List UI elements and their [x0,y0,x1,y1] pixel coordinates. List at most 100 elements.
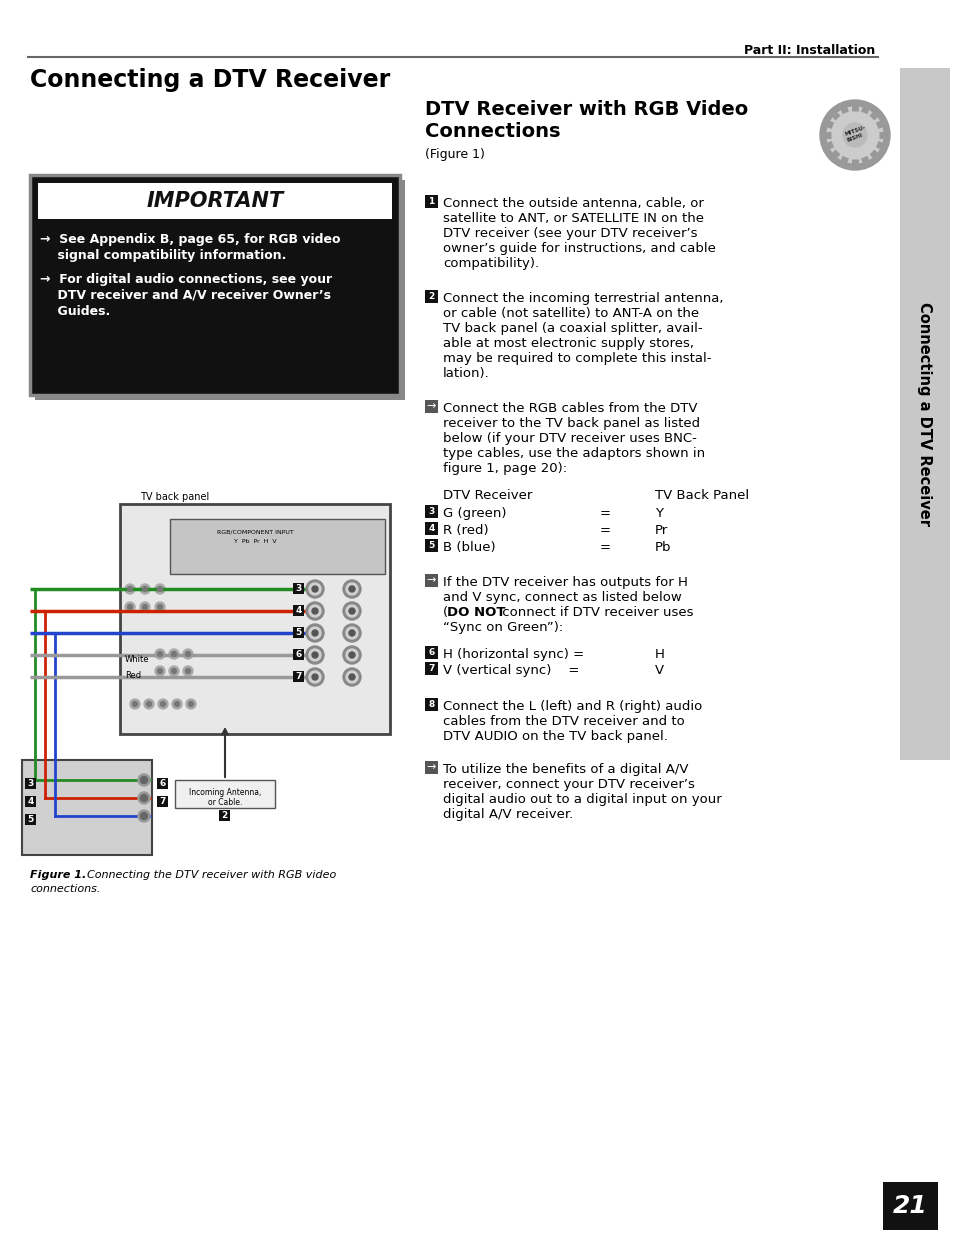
Text: 21: 21 [892,1194,926,1218]
Text: 5: 5 [295,629,301,637]
Text: DTV Receiver with RGB Video: DTV Receiver with RGB Video [424,100,747,119]
Circle shape [820,100,889,170]
Text: 1: 1 [428,198,435,206]
Circle shape [174,701,179,706]
Text: able at most electronic supply stores,: able at most electronic supply stores, [442,337,693,350]
Bar [424,290,437,303]
Text: Connect the outside antenna, cable, or: Connect the outside antenna, cable, or [442,198,703,210]
Circle shape [183,650,193,659]
Text: Connecting the DTV receiver with RGB video: Connecting the DTV receiver with RGB vid… [80,869,335,881]
Text: 4: 4 [28,797,33,806]
Circle shape [157,587,162,592]
Circle shape [140,777,148,783]
Text: 3: 3 [28,779,33,788]
Text: BISHI: BISHI [845,133,862,143]
Bar [424,761,437,774]
Text: 3: 3 [428,508,435,516]
Circle shape [140,584,150,594]
Circle shape [349,652,355,658]
Text: Connections: Connections [424,122,560,141]
Text: type cables, use the adaptors shown in: type cables, use the adaptors shown in [442,447,704,459]
Bar [219,810,230,821]
Bar [293,671,304,682]
Text: H (horizontal sync) =: H (horizontal sync) = [442,648,583,661]
Text: 5: 5 [428,541,435,550]
Circle shape [343,601,360,620]
Circle shape [142,587,148,592]
Text: cables from the DTV receiver and to: cables from the DTV receiver and to [442,715,684,727]
Circle shape [172,668,176,673]
Circle shape [842,124,866,147]
Circle shape [343,580,360,598]
Text: lation).: lation). [442,367,489,380]
Text: B (blue): B (blue) [442,541,496,555]
Text: below (if your DTV receiver uses BNC-: below (if your DTV receiver uses BNC- [442,432,696,445]
Text: Connect the RGB cables from the DTV: Connect the RGB cables from the DTV [442,403,697,415]
Text: Y  Pb  Pr  H  V: Y Pb Pr H V [233,538,276,543]
Text: connect if DTV receiver uses: connect if DTV receiver uses [497,606,693,619]
Circle shape [306,646,324,664]
Text: or Cable.: or Cable. [208,798,242,806]
Bar [424,538,437,552]
Text: 2: 2 [221,811,228,820]
Bar [424,505,437,517]
Circle shape [343,624,360,642]
Text: connections.: connections. [30,884,100,894]
Bar [157,797,168,806]
Bar [170,519,385,574]
Circle shape [309,650,320,661]
Text: 7: 7 [159,797,166,806]
Text: V (vertical sync)    =: V (vertical sync) = [442,664,578,677]
Text: (: ( [442,606,448,619]
Circle shape [183,666,193,676]
Circle shape [140,601,150,613]
Text: 6: 6 [159,779,166,788]
Circle shape [312,674,317,680]
Text: RGB/COMPONENT INPUT: RGB/COMPONENT INPUT [216,529,294,534]
Bar [174,781,274,808]
Bar [30,175,399,395]
Circle shape [349,585,355,592]
Circle shape [826,107,882,163]
Text: =: = [599,524,610,537]
Circle shape [169,650,179,659]
Bar [424,646,437,659]
Circle shape [172,652,176,657]
Bar [120,504,390,734]
Circle shape [125,584,135,594]
Bar [424,522,437,535]
Circle shape [140,794,148,802]
Circle shape [125,601,135,613]
Circle shape [306,624,324,642]
Bar [293,583,304,594]
Bar [293,627,304,638]
Text: →: → [426,576,436,585]
Circle shape [185,652,191,657]
Text: →: → [426,401,436,411]
Text: MITSU-: MITSU- [842,125,865,137]
Circle shape [172,699,182,709]
Circle shape [142,604,148,610]
Text: IMPORTANT: IMPORTANT [146,191,283,211]
Text: Pb: Pb [655,541,671,555]
Text: =: = [599,541,610,555]
Bar [25,814,36,825]
Text: Connecting a DTV Receiver: Connecting a DTV Receiver [30,68,390,91]
Text: signal compatibility information.: signal compatibility information. [40,249,286,262]
Circle shape [157,652,162,657]
Circle shape [346,671,357,683]
Circle shape [349,630,355,636]
Circle shape [169,666,179,676]
Circle shape [306,668,324,685]
Text: Connect the L (left) and R (right) audio: Connect the L (left) and R (right) audio [442,700,701,713]
Circle shape [138,774,150,785]
Text: figure 1, page 20):: figure 1, page 20): [442,462,566,475]
Circle shape [306,580,324,598]
Circle shape [312,630,317,636]
Circle shape [346,605,357,618]
Text: digital A/V receiver.: digital A/V receiver. [442,808,573,821]
Circle shape [185,668,191,673]
Circle shape [349,674,355,680]
Text: 4: 4 [428,524,435,534]
Circle shape [138,792,150,804]
